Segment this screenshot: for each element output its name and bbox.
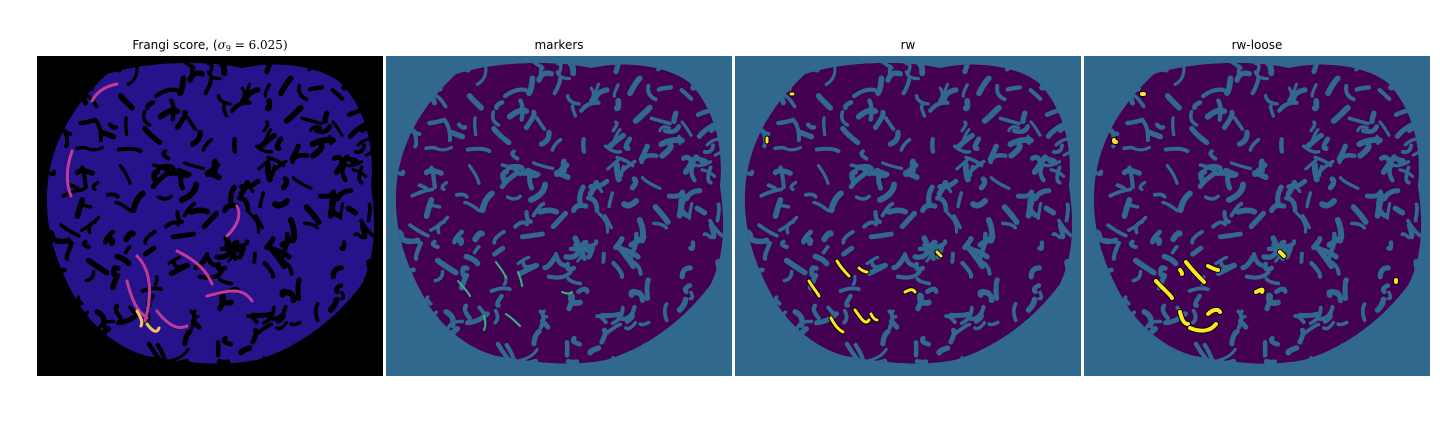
marker-stroke — [505, 313, 521, 327]
rw-loose-title: rw-loose — [1231, 38, 1283, 52]
markers-image — [386, 56, 732, 376]
frangi-title: Frangi score, (σ9 = 6.025) — [37, 38, 383, 53]
rw-loose-label-stroke — [1206, 307, 1222, 316]
frangi-title-sub: 9 — [225, 44, 231, 53]
markers-svg — [386, 56, 732, 376]
rw-label-stroke — [869, 312, 879, 322]
specimen-region — [395, 62, 724, 364]
bright-vessel — [225, 204, 241, 238]
rw-label-stroke — [935, 250, 943, 258]
frangi-svg — [37, 56, 383, 376]
rw-loose-label-stroke — [1178, 310, 1190, 326]
rw-loose-label-stroke — [1254, 287, 1265, 294]
rw-loose-label-stroke — [1178, 268, 1184, 276]
frangi-title-prefix: Frangi score, ( — [132, 38, 218, 52]
rw-loose-label-stroke — [1278, 250, 1286, 258]
rw-label-stroke — [829, 316, 845, 334]
bright-vessel — [135, 254, 151, 323]
bright-vessel — [90, 82, 119, 103]
rw-title: rw — [900, 38, 916, 52]
rw-label-stroke — [853, 308, 871, 324]
bright-vessel — [65, 149, 74, 198]
hot-vessel — [135, 309, 144, 328]
frangi-title-sigma: σ — [217, 38, 226, 52]
bright-vessel — [175, 249, 214, 286]
rw-loose-image — [1084, 56, 1430, 376]
rw-loose-label-stroke — [1188, 322, 1218, 333]
frangi-title-rest: = 6.025) — [230, 38, 288, 52]
specimen-region — [744, 62, 1073, 364]
marker-stroke — [483, 315, 487, 331]
bright-vessel — [205, 289, 254, 303]
specimen — [744, 62, 1073, 364]
rw-loose-svg — [1084, 56, 1430, 376]
frangi-image — [37, 56, 383, 376]
rw-label-stroke — [835, 259, 851, 278]
rw-label-stroke — [857, 266, 869, 274]
specimen — [46, 62, 375, 364]
markers-title: markers — [534, 38, 584, 52]
rw-label-stroke — [903, 288, 917, 294]
specimen — [1093, 62, 1422, 364]
rw-image — [735, 56, 1081, 376]
rw-loose-label-stroke — [1206, 264, 1220, 272]
bright-vessel — [125, 279, 149, 320]
rw-loose-label-stroke — [1112, 138, 1118, 144]
rw-svg — [735, 56, 1081, 376]
bright-vessel — [155, 309, 189, 330]
rw-loose-label-stroke — [1154, 279, 1174, 300]
marker-stroke — [495, 261, 507, 279]
hot-vessel — [145, 322, 161, 333]
rw-loose-label-stroke — [1184, 260, 1206, 284]
marker-stroke — [517, 271, 523, 287]
marker-stroke — [561, 291, 573, 295]
rw-label-stroke — [807, 279, 821, 298]
specimen-region — [1093, 62, 1422, 364]
marker-stroke — [457, 280, 471, 297]
